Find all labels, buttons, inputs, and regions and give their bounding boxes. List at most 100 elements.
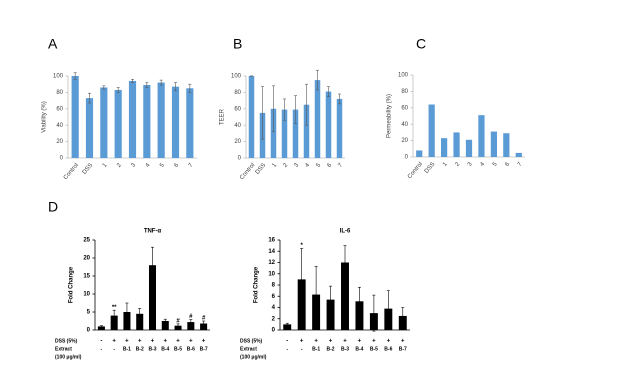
bar: [478, 115, 485, 157]
y-tick-label: 10: [83, 292, 90, 298]
bar: [248, 76, 255, 158]
x-tick-label: 5: [159, 162, 166, 169]
y-axis-label: Permeability (%): [387, 94, 393, 138]
y-tick-label: 20: [401, 138, 408, 144]
y-tick-label: 0: [238, 156, 242, 162]
bar: [157, 82, 165, 158]
y-tick-label: 100: [231, 74, 242, 80]
y-tick-label: 0: [405, 155, 409, 161]
y-tick-label: 40: [401, 122, 408, 128]
dss-row-label: +: [176, 339, 180, 345]
bar: [85, 98, 94, 158]
x-tick-label: DSS: [255, 162, 268, 175]
x-tick-label: B-2: [327, 346, 335, 352]
bar: [292, 109, 299, 158]
x-tick-label: B-2: [136, 346, 144, 352]
dss-row-label: +: [112, 339, 116, 345]
row-label: Extract: [240, 346, 257, 352]
x-tick-label: 2: [116, 162, 123, 169]
y-tick-label: 80: [56, 90, 63, 96]
dss-row-label: +: [314, 339, 318, 345]
y-tick-label: 40: [234, 123, 241, 129]
bar: [97, 326, 105, 330]
dss-row-label: +: [372, 339, 376, 345]
dss-row-label: -: [100, 339, 102, 345]
bar: [161, 321, 169, 330]
annotation: #: [202, 316, 206, 322]
bar: [336, 98, 343, 158]
y-tick-label: 20: [83, 256, 90, 262]
chart-title: IL-6: [340, 229, 351, 235]
x-tick-label: 6: [504, 161, 511, 168]
x-tick-label: B-7: [399, 346, 407, 352]
bar: [71, 76, 79, 158]
bar: [148, 265, 157, 330]
bar: [515, 152, 522, 157]
y-tick-label: 10: [268, 271, 275, 277]
x-tick-label: B-1: [312, 346, 320, 352]
bar: [341, 262, 349, 330]
y-tick-label: 100: [53, 74, 64, 80]
y-tick-label: 5: [87, 310, 91, 316]
annotation: #: [176, 318, 180, 324]
x-tick-label: 3: [130, 162, 137, 169]
annotation: **: [112, 305, 117, 311]
y-tick-label: 12: [268, 260, 275, 266]
bar: [490, 131, 497, 157]
y-tick-label: 15: [83, 274, 90, 280]
x-tick-label: 6: [173, 162, 180, 169]
bar: [187, 322, 195, 330]
x-tick-label: 1: [442, 161, 449, 168]
x-tick-label: -: [101, 346, 103, 352]
x-tick-label: 4: [304, 162, 311, 169]
x-tick-label: DSS: [424, 161, 437, 174]
y-tick-label: 60: [234, 106, 241, 112]
x-tick-label: 1: [102, 162, 109, 169]
dss-row-label: +: [343, 339, 347, 345]
bar: [143, 85, 151, 158]
panel-letter: A: [48, 36, 58, 52]
bar: [325, 91, 332, 158]
bar: [200, 323, 208, 330]
bar: [416, 150, 423, 157]
x-tick-label: Control: [407, 161, 424, 180]
bar: [186, 88, 194, 158]
y-tick-label: 0: [87, 328, 91, 334]
dss-row-label: +: [387, 339, 391, 345]
annotation: *: [300, 243, 303, 249]
y-tick-label: 0: [272, 328, 276, 334]
x-tick-label: 7: [337, 162, 344, 169]
bar: [503, 133, 510, 157]
bar: [314, 80, 321, 158]
x-tick-label: -: [301, 346, 303, 352]
y-tick-label: 8: [272, 283, 276, 289]
row-label: (100 μg/ml): [240, 354, 267, 360]
y-tick-label: 60: [401, 105, 408, 111]
bar: [326, 299, 335, 330]
x-tick-label: B-3: [341, 346, 349, 352]
dss-row-label: +: [202, 339, 206, 345]
bar: [100, 87, 108, 158]
bar: [453, 132, 460, 157]
chart-title: TNF-α: [144, 229, 162, 235]
dss-row-label: +: [125, 339, 129, 345]
y-tick-label: 80: [234, 90, 241, 96]
x-tick-label: B-5: [174, 346, 182, 352]
y-tick-label: 40: [56, 123, 63, 129]
x-tick-label: Control: [63, 162, 80, 181]
bar: [270, 108, 277, 158]
y-tick-label: 16: [268, 238, 275, 244]
row-label: DSS (5%): [55, 338, 78, 344]
panel-letter: D: [48, 199, 58, 215]
dss-row-label: +: [151, 339, 155, 345]
row-label: (100 μg/ml): [55, 354, 82, 360]
row-label: Extract: [55, 346, 72, 352]
bar: [281, 109, 288, 158]
row-label: DSS (5%): [240, 338, 263, 344]
panel-letter: B: [233, 36, 242, 52]
dss-row-label: +: [189, 339, 193, 345]
x-tick-label: B-4: [161, 346, 169, 352]
y-tick-label: 0: [60, 156, 64, 162]
y-axis-label: Fold Change: [254, 266, 260, 303]
x-tick-label: 5: [492, 161, 499, 168]
